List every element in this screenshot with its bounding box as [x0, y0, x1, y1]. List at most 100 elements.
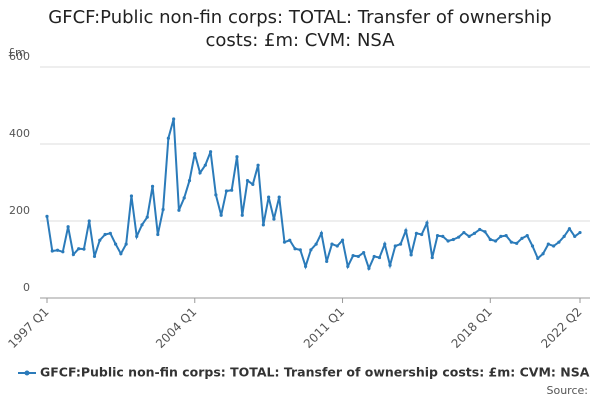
point — [224, 189, 229, 193]
point — [462, 230, 466, 235]
point — [108, 231, 112, 235]
point — [214, 193, 218, 197]
point — [177, 208, 181, 212]
point — [193, 152, 197, 156]
point — [293, 247, 297, 251]
point — [208, 150, 213, 154]
point — [472, 231, 477, 235]
point — [98, 238, 102, 242]
point — [256, 163, 260, 167]
point — [377, 255, 382, 260]
point — [71, 252, 75, 257]
point — [198, 171, 202, 175]
point — [414, 231, 419, 235]
point — [314, 242, 318, 246]
point — [367, 266, 371, 270]
y-tick-label: 200 — [9, 204, 30, 217]
point — [77, 247, 81, 251]
point — [435, 234, 440, 238]
point — [261, 223, 265, 227]
point — [230, 188, 234, 192]
point — [409, 253, 413, 257]
point — [346, 264, 350, 269]
point — [451, 237, 455, 242]
point — [499, 234, 503, 238]
point — [240, 213, 244, 217]
x-tick-label: 2022 Q2 — [538, 305, 584, 351]
y-tick-label: 0 — [23, 281, 30, 294]
point — [578, 230, 582, 235]
point — [124, 242, 128, 246]
x-tick-label: 1997 Q1 — [5, 305, 51, 351]
point — [541, 252, 545, 256]
point — [567, 227, 572, 231]
point — [288, 238, 292, 242]
point — [483, 230, 487, 234]
point — [520, 236, 524, 240]
point — [277, 195, 281, 199]
point — [203, 163, 207, 167]
point — [488, 237, 492, 242]
point — [441, 234, 445, 238]
x-tick-label: 2011 Q1 — [301, 305, 347, 351]
point — [478, 227, 482, 232]
point — [509, 240, 513, 244]
point — [119, 252, 123, 256]
point — [87, 219, 91, 223]
point — [398, 242, 403, 246]
point — [546, 242, 550, 246]
point — [372, 254, 376, 259]
legend-label: GFCF:Public non-fin corps: TOTAL: Transf… — [40, 365, 590, 380]
point — [362, 250, 366, 255]
point — [525, 234, 529, 238]
point — [82, 247, 86, 251]
point — [530, 244, 535, 248]
point — [430, 255, 434, 260]
point — [251, 182, 255, 187]
point — [272, 217, 276, 221]
y-tick-label: 400 — [9, 127, 30, 140]
point — [182, 196, 186, 200]
point — [425, 221, 429, 225]
point — [493, 239, 498, 243]
point — [172, 117, 176, 121]
point — [446, 239, 450, 243]
y-unit: £m — [8, 46, 26, 59]
point — [325, 259, 329, 264]
point — [404, 229, 408, 233]
point — [356, 254, 360, 259]
point — [235, 155, 239, 159]
point — [92, 254, 97, 259]
point — [298, 248, 302, 252]
point — [140, 223, 144, 227]
point — [330, 242, 334, 246]
point — [504, 234, 508, 238]
point — [340, 238, 345, 242]
point — [187, 178, 192, 183]
point — [61, 250, 65, 254]
x-tick-label: 2018 Q1 — [449, 305, 495, 351]
point — [303, 264, 308, 269]
point — [156, 232, 160, 237]
point — [66, 225, 70, 229]
point — [383, 242, 387, 246]
point — [103, 232, 107, 237]
point — [351, 254, 355, 258]
point — [420, 232, 424, 237]
chart-title: GFCF:Public non-fin corps: TOTAL: Transf… — [48, 7, 552, 51]
point — [536, 256, 540, 260]
point — [573, 234, 577, 238]
point — [393, 244, 397, 248]
point — [161, 207, 165, 212]
point — [245, 178, 250, 183]
x-tick-label: 2004 Q1 — [153, 305, 199, 351]
y-tick-label: 600 — [9, 50, 30, 63]
point — [467, 234, 471, 238]
point — [282, 240, 287, 244]
point — [129, 194, 134, 198]
point — [219, 213, 223, 217]
point — [114, 242, 118, 246]
point — [515, 241, 519, 245]
point — [335, 244, 339, 248]
